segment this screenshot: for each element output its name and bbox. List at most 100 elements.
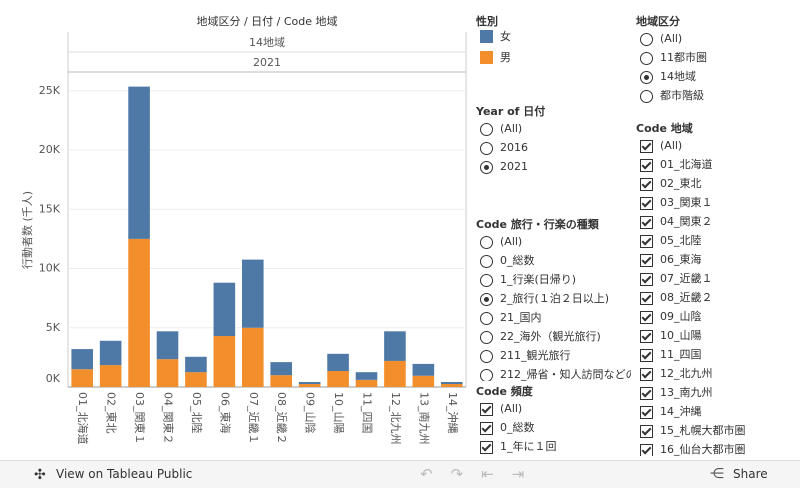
option-label: 22_海外（観光旅行) bbox=[500, 330, 601, 343]
legend-label: 女 bbox=[500, 30, 511, 43]
bar bbox=[412, 375, 435, 387]
radio bbox=[640, 52, 653, 65]
filter: Code 地域 (All) 01_北海道 02_東北 03_関東１ 04_関東２ 05_北陸… bbox=[636, 118, 791, 456]
checkbox bbox=[480, 441, 493, 454]
bar bbox=[412, 363, 435, 376]
radio bbox=[480, 123, 493, 136]
filter: 地域区分 (All) 11都市圏 14地域都市階級 bbox=[636, 11, 791, 111]
option-label: 16_仙台大都市圏 bbox=[660, 443, 746, 456]
radio bbox=[480, 369, 493, 381]
option-label: 12_北九州 bbox=[660, 367, 713, 380]
filter-title: 地域区分 bbox=[636, 15, 680, 28]
radio bbox=[480, 236, 493, 249]
bar bbox=[384, 331, 406, 361]
y-tick-label: 0K bbox=[46, 372, 61, 385]
x-tick-label: 04_関東２ bbox=[162, 392, 175, 445]
checkbox bbox=[640, 235, 653, 248]
option-label: (All) bbox=[660, 139, 683, 152]
checkbox bbox=[640, 292, 653, 305]
bar bbox=[270, 375, 293, 387]
filter-title: Code 旅行・行楽の種類 bbox=[476, 218, 599, 231]
checkbox bbox=[640, 273, 653, 286]
option-label: 2016 bbox=[500, 141, 528, 154]
option-label: 14地域 bbox=[660, 70, 696, 83]
x-tick-label: 09_山陰 bbox=[304, 392, 318, 434]
option-label: 0_総数 bbox=[500, 421, 535, 434]
option-label: 06_東海 bbox=[660, 253, 702, 266]
bar bbox=[156, 359, 179, 387]
checkbox bbox=[640, 197, 653, 210]
bar bbox=[71, 349, 94, 370]
option-label: 01_北海道 bbox=[660, 158, 713, 171]
y-tick-label: 25K bbox=[39, 84, 61, 97]
legend-label: 男 bbox=[500, 51, 511, 64]
checkbox bbox=[640, 444, 653, 456]
option-label: 03_関東１ bbox=[660, 196, 713, 209]
y-tick-label: 5K bbox=[46, 321, 61, 334]
option-label: 09_山陰 bbox=[660, 310, 702, 323]
legend: 性別女男 bbox=[476, 11, 626, 71]
option-label: 13_南九州 bbox=[660, 386, 713, 399]
option-label: 14_沖縄 bbox=[660, 405, 702, 418]
checkbox bbox=[640, 330, 653, 343]
x-tick-label: 03_関東１ bbox=[133, 392, 146, 445]
option-label: 08_近畿２ bbox=[660, 291, 713, 304]
option-label: 02_東北 bbox=[660, 177, 702, 190]
x-tick-label: 02_東北 bbox=[105, 392, 118, 434]
header: 2021 bbox=[253, 56, 281, 69]
view-link[interactable]: View on Tableau Public bbox=[56, 467, 193, 481]
radio bbox=[480, 331, 493, 344]
bar bbox=[327, 353, 349, 372]
bar bbox=[185, 372, 207, 387]
option-label: 04_関東２ bbox=[660, 215, 713, 228]
x-tick-label: 07_近畿１ bbox=[247, 392, 261, 445]
checkbox bbox=[640, 368, 653, 381]
share-button[interactable]: Share bbox=[733, 467, 768, 481]
filter-title: Year of 日付 bbox=[476, 105, 546, 118]
checkbox bbox=[480, 403, 493, 416]
filter-title: Code 地域 bbox=[636, 122, 693, 135]
x-tick-label: 01_北海道 bbox=[76, 392, 90, 445]
option-label: 2021 bbox=[500, 160, 528, 173]
option-label: 11都市圏 bbox=[660, 51, 707, 64]
header: 14地域 bbox=[249, 36, 285, 49]
checkbox bbox=[640, 140, 653, 153]
option-label: 07_近畿１ bbox=[660, 272, 713, 285]
option-label: (All) bbox=[660, 32, 683, 45]
y-tick-label: 20K bbox=[39, 143, 61, 156]
share-icon: ⋲ bbox=[710, 466, 724, 482]
option-label: 2_旅行(１泊２日以上) bbox=[500, 292, 610, 305]
y-tick-label: 15K bbox=[39, 202, 61, 215]
x-tick-label: 12_北九州 bbox=[389, 392, 402, 445]
bar bbox=[298, 384, 321, 387]
bar bbox=[440, 382, 463, 385]
y-tick-label: 10K bbox=[39, 262, 61, 275]
bar bbox=[99, 340, 122, 366]
x-tick-label: 13_南九州 bbox=[417, 392, 430, 445]
option-label: 都市階級 bbox=[660, 89, 704, 102]
radio bbox=[480, 255, 493, 268]
bar bbox=[440, 384, 463, 387]
toolbar: ✣ View on Tableau Public ↶↷⇤⇥ ⋲ Share bbox=[0, 460, 800, 488]
x-tick-label: 06_東海 bbox=[218, 392, 232, 434]
checkbox bbox=[640, 178, 653, 191]
legend-title: 性別 bbox=[476, 15, 498, 28]
option-label: (All) bbox=[500, 122, 523, 135]
option-label: 21_国内 bbox=[500, 311, 542, 324]
radio bbox=[480, 274, 493, 287]
radio bbox=[480, 312, 493, 325]
bar bbox=[327, 371, 349, 387]
option-label: 1_年に１回 bbox=[500, 440, 557, 453]
bar bbox=[99, 365, 122, 387]
bar bbox=[270, 362, 293, 376]
filter: Code 頻度 (All) 0_総数 1_年に１回 bbox=[476, 381, 631, 457]
bar bbox=[128, 238, 150, 387]
checkbox bbox=[640, 349, 653, 362]
bar bbox=[298, 382, 321, 385]
filter: Code 旅行・行楽の種類 (All) 0_総数 1_行楽(日帰り) 2_旅行(１泊２日… bbox=[476, 214, 631, 381]
radio bbox=[640, 71, 653, 84]
bar bbox=[355, 379, 378, 387]
option-label: 212_帰省・知人訪問などの旅行 bbox=[500, 368, 631, 381]
option-label: 0_総数 bbox=[500, 254, 535, 267]
x-tick-label: 10_山陽 bbox=[332, 392, 345, 434]
